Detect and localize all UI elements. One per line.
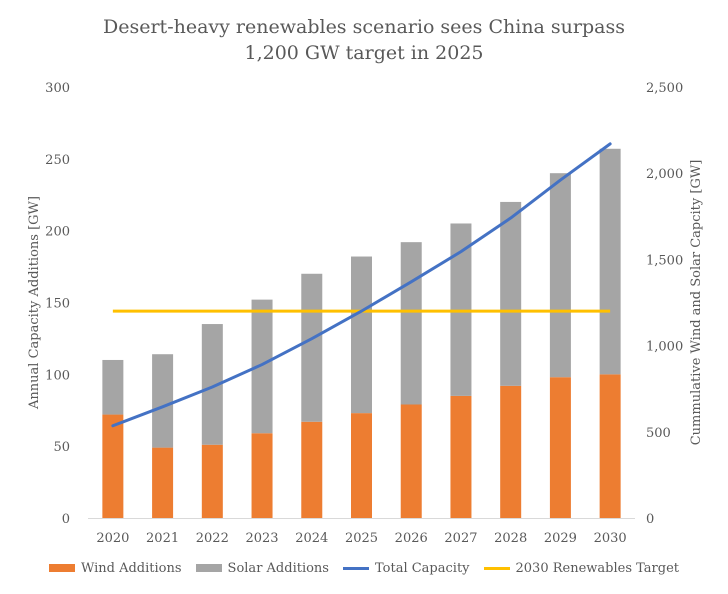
bar-solar xyxy=(599,148,621,375)
left-tick-label: 50 xyxy=(53,440,70,455)
bars-layer xyxy=(102,148,621,518)
chart-title-line-2: 1,200 GW target in 2025 xyxy=(244,42,484,64)
bar-wind xyxy=(450,395,472,518)
bar-wind xyxy=(500,385,522,518)
bar-wind xyxy=(301,421,323,518)
left-tick-label: 150 xyxy=(45,297,70,312)
lines-layer xyxy=(111,142,612,428)
left-tick-label: 300 xyxy=(45,81,70,96)
bar-wind xyxy=(102,414,124,518)
bar-solar xyxy=(400,242,422,405)
bar-wind xyxy=(152,447,174,518)
bar-solar xyxy=(351,256,372,414)
line-total xyxy=(111,142,612,428)
right-tick-label: 500 xyxy=(646,426,671,441)
x-tick-label: 2021 xyxy=(146,531,179,546)
x-tick-label: 2020 xyxy=(96,531,129,546)
x-tick-label: 2024 xyxy=(295,531,328,546)
legend-label-wind: Wind Additions xyxy=(80,560,182,576)
bar-wind xyxy=(549,377,571,518)
legend-swatch-total xyxy=(342,566,369,570)
legend-label-total: Total Capacity xyxy=(374,560,470,576)
right-tick-label: 0 xyxy=(646,512,654,527)
right-axis-title: Cummulative Wind and Solar Capcity [GW] xyxy=(689,160,704,446)
legend-item-wind: Wind Additions xyxy=(48,560,182,576)
left-tick-label: 250 xyxy=(45,153,70,168)
legend-item-target: 2030 Renewables Target xyxy=(483,560,679,576)
legend-label-solar: Solar Additions xyxy=(227,560,329,576)
bar-solar xyxy=(301,273,323,422)
left-tick-label: 0 xyxy=(62,512,70,527)
bar-solar xyxy=(201,324,223,445)
right-tick-label: 1,500 xyxy=(646,253,683,268)
legend-label-target: 2030 Renewables Target xyxy=(515,560,679,576)
x-tick-label: 2028 xyxy=(494,531,527,546)
legend-item-solar: Solar Additions xyxy=(195,560,329,576)
x-tick-label: 2022 xyxy=(196,531,229,546)
left-tick-label: 100 xyxy=(45,368,70,383)
x-tick-label: 2029 xyxy=(544,531,577,546)
x-tick-label: 2025 xyxy=(345,531,378,546)
x-axis-ticks: 2020 2021 2022 2023 2024 2025 2026 2027 2028 2029… xyxy=(96,531,626,546)
left-axis-title: Annual Capacity Additions [GW] xyxy=(27,196,42,410)
x-tick-label: 2023 xyxy=(245,531,278,546)
legend: Wind Additions Solar Additions Total Cap… xyxy=(0,556,728,580)
bar-solar xyxy=(500,201,522,386)
x-tick-label: 2027 xyxy=(444,531,477,546)
right-tick-label: 2,000 xyxy=(646,167,683,182)
bar-solar xyxy=(251,299,273,434)
bar-solar xyxy=(152,354,174,448)
bar-wind xyxy=(400,404,422,518)
legend-item-total: Total Capacity xyxy=(342,560,470,576)
chart-title-line-1: Desert-heavy renewables scenario sees Ch… xyxy=(103,16,625,38)
x-tick-label: 2030 xyxy=(594,531,627,546)
bar-solar xyxy=(102,359,124,415)
left-tick-label: 200 xyxy=(45,225,70,240)
left-axis-ticks: 0 50 100 150 200 250 300 xyxy=(45,81,70,527)
right-tick-label: 2,500 xyxy=(646,81,683,96)
bar-wind xyxy=(599,374,621,518)
legend-swatch-target xyxy=(483,566,510,570)
bar-solar xyxy=(549,173,571,378)
bar-wind xyxy=(351,413,372,518)
bar-wind xyxy=(251,433,273,518)
bar-wind xyxy=(201,444,223,518)
right-tick-label: 1,000 xyxy=(646,340,683,355)
right-axis-ticks: 0 500 1,000 1,500 2,000 2,500 xyxy=(646,81,683,527)
x-tick-label: 2026 xyxy=(395,531,428,546)
legend-swatch-wind xyxy=(48,564,75,572)
legend-swatch-solar xyxy=(195,564,222,572)
